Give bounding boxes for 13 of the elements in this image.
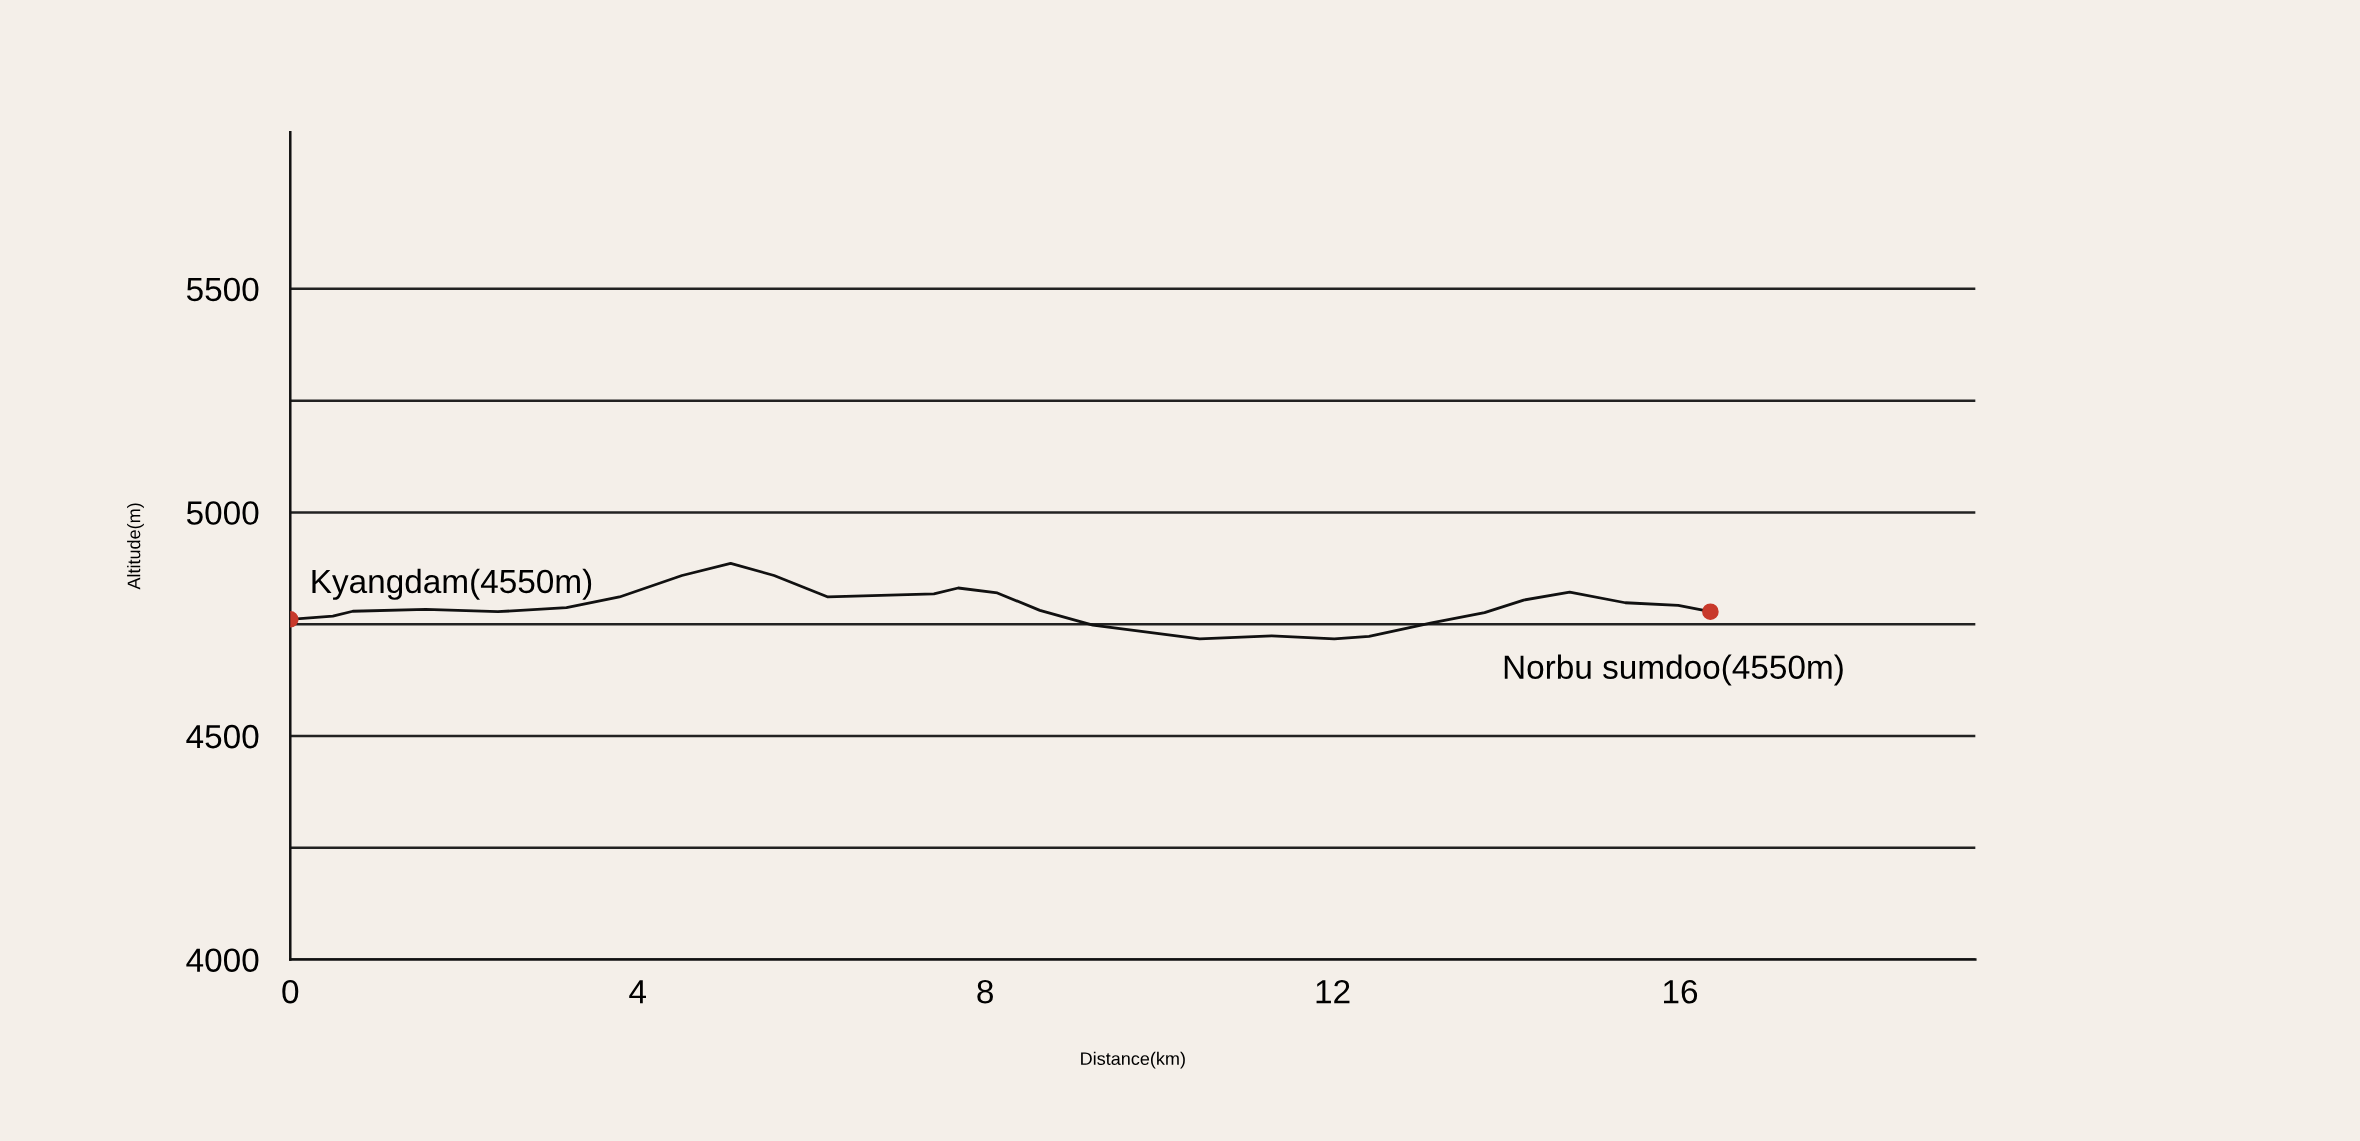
annotation: Norbu sumdoo(4550m) (1504, 654, 1843, 686)
x-tick-label: 0 (282, 979, 299, 1004)
y-tick-label: 4500 (186, 724, 259, 749)
y-axis-title: Altitude(m) (127, 503, 144, 590)
y-tick-label: 5500 (186, 277, 259, 302)
x-tick-label: 12 (1316, 979, 1350, 1004)
x-tick-label: 4 (629, 980, 647, 1004)
x-tick-label: 8 (977, 979, 993, 1004)
y-tick-label: 5000 (186, 501, 259, 525)
y-tick-label: 4000 (186, 948, 259, 972)
x-axis-title: Distance(km) (1081, 1051, 1185, 1069)
x-tick-label: 16 (1664, 979, 1698, 1004)
annotation: Kyangdam(4550m) (312, 568, 592, 600)
